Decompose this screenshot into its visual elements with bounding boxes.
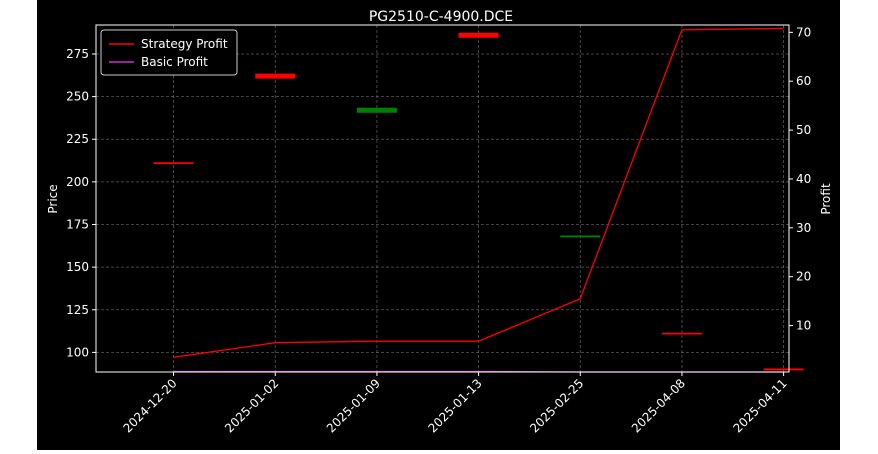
- price-axis-label: Price: [46, 184, 60, 213]
- price-tick-label: 175: [66, 218, 89, 232]
- x-tick-label: 2025-02-25: [527, 376, 586, 435]
- price-tick-label: 275: [66, 47, 89, 61]
- chart-svg: PG2510-C-4900.DCE 100 125 150 175 200 225 250 2…: [46, 9, 833, 435]
- series-line-strategy-profit: [173, 27, 784, 358]
- profit-tick-label: 20: [796, 270, 811, 284]
- profit-tick-label: 40: [796, 172, 811, 186]
- legend-label-basic-profit: Basic Profit: [141, 55, 208, 69]
- profit-axis-label: Profit: [819, 183, 833, 215]
- profit-tick-label: 30: [796, 221, 811, 235]
- profit-tick-label: 60: [796, 74, 811, 88]
- legend-box: [100, 29, 238, 76]
- x-tick-label: 2025-01-02: [222, 376, 281, 435]
- price-tick-label: 250: [66, 90, 89, 104]
- legend-label-strategy-profit: Strategy Profit: [141, 37, 228, 51]
- x-tick-label: 2025-04-11: [731, 376, 790, 435]
- price-tick-label: 150: [66, 260, 89, 274]
- x-tick-label: 2024-12-20: [120, 376, 179, 435]
- price-marks: [153, 32, 804, 371]
- x-tick-label: 2025-04-08: [629, 376, 688, 435]
- price-tick-label: 200: [66, 175, 89, 189]
- x-tick-label: 2025-01-13: [425, 376, 484, 435]
- plot-frame: [95, 24, 790, 373]
- chart-title: PG2510-C-4900.DCE: [369, 9, 513, 25]
- price-tick-label: 100: [66, 345, 89, 359]
- profit-tick-label: 10: [796, 319, 811, 333]
- profit-tick-label: 70: [796, 25, 811, 39]
- profit-tick-label: 50: [796, 123, 811, 137]
- x-tick-label: 2025-01-09: [324, 376, 383, 435]
- chart-figure: PG2510-C-4900.DCE 100 125 150 175 200 225 250 2…: [37, 0, 840, 450]
- price-axis: 100 125 150 175 200 225 250 275: [66, 47, 96, 359]
- price-tick-label: 225: [66, 132, 89, 146]
- price-tick-label: 125: [66, 303, 89, 317]
- x-axis: 2024-12-20 2025-01-02 2025-01-09 2025-01-13…: [120, 372, 790, 435]
- legend: Strategy Profit Basic Profit: [100, 29, 238, 76]
- profit-axis: 10 20 30 40 50 60 70: [789, 25, 811, 333]
- grid: [96, 25, 789, 372]
